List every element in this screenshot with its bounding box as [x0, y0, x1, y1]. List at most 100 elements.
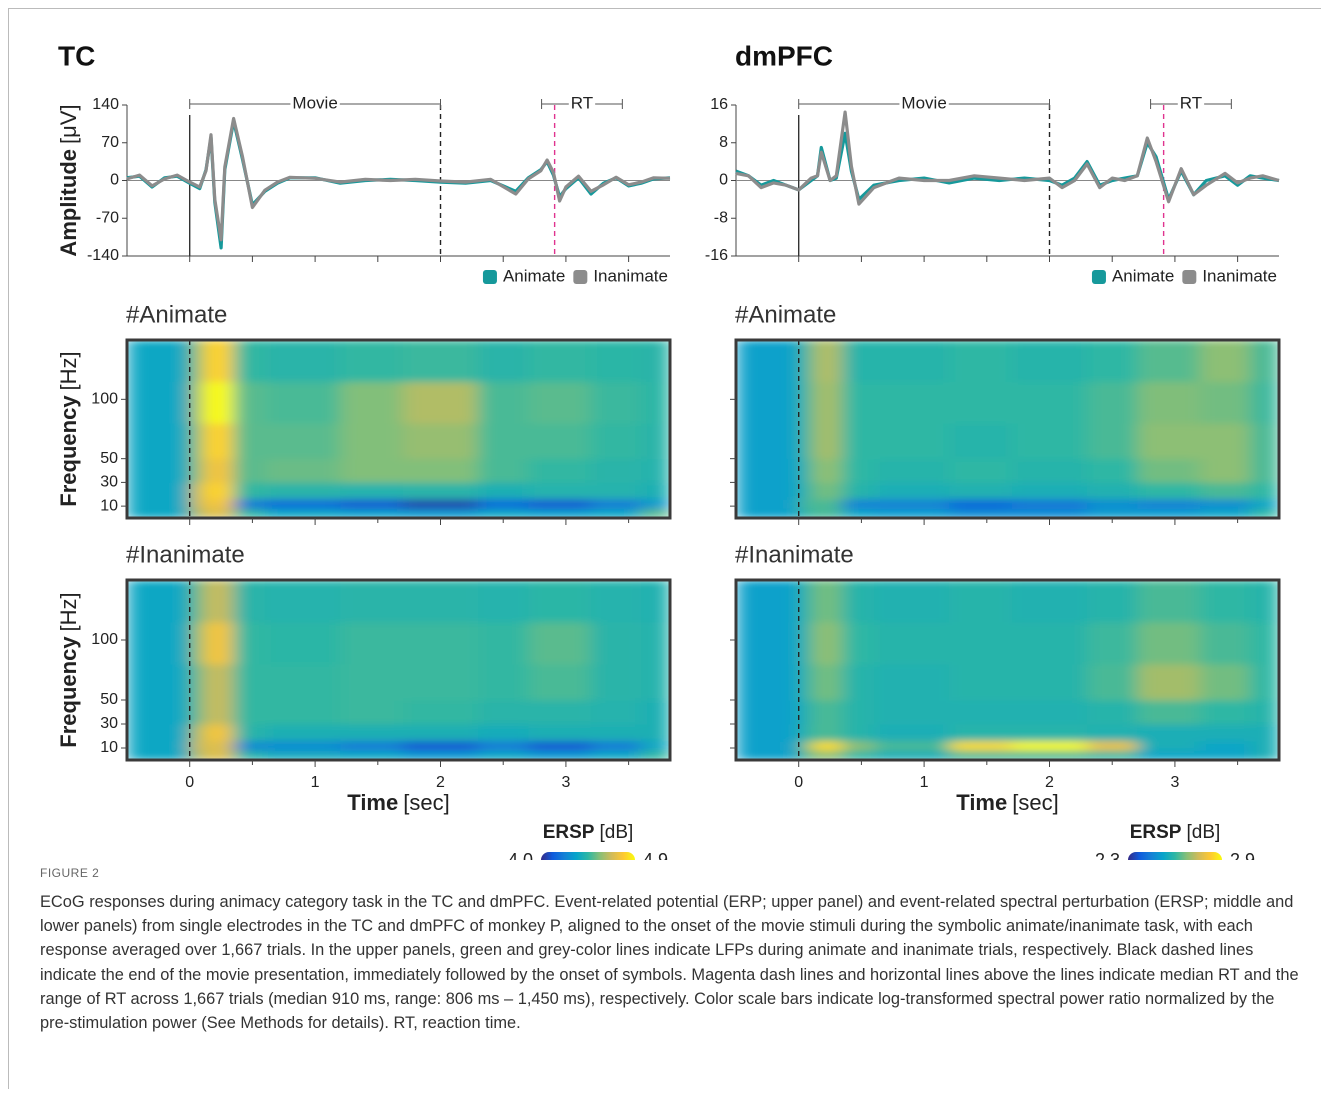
heatmap	[736, 580, 1279, 760]
heatmap-cell	[811, 750, 844, 760]
heatmap-cell	[1250, 340, 1279, 383]
heatmap-cell	[1011, 580, 1088, 623]
heatmap-cell	[842, 508, 875, 518]
heatmap-cell	[811, 482, 844, 500]
erp-line	[126, 119, 671, 250]
heatmap-cell	[478, 700, 529, 725]
heatmap-cell	[264, 622, 341, 665]
panel-subtitle: #Inanimate	[126, 541, 245, 568]
heatmap-cell	[949, 700, 1013, 725]
panel-subtitle: #Inanimate	[735, 541, 854, 568]
heatmap-border	[734, 578, 1281, 762]
heatmap-cell	[402, 499, 479, 510]
heatmap	[736, 340, 1279, 518]
heatmap-cell	[528, 750, 592, 760]
heatmap-cell	[641, 740, 670, 751]
heatmap-cell	[590, 508, 642, 518]
heatmap-cell	[811, 740, 844, 751]
heatmap-border	[125, 578, 672, 762]
heatmap-cell	[798, 381, 812, 424]
heatmap-cell	[590, 700, 642, 725]
heatmap-cell	[478, 724, 529, 742]
heatmap-cell	[402, 750, 479, 760]
heatmap-cell	[528, 740, 592, 751]
heatmap-cell	[1137, 622, 1201, 665]
heatmap-cell	[233, 482, 266, 500]
heatmap-cell	[402, 622, 479, 665]
heatmap-cell	[340, 458, 404, 483]
heatmap-cell	[340, 664, 404, 701]
heatmap-cell	[264, 700, 341, 725]
heatmap-cell	[233, 423, 266, 460]
heatmap-cell	[873, 740, 950, 751]
heatmap-cell	[811, 700, 844, 725]
heatmap-cell	[1087, 458, 1138, 483]
heatmap-cell	[842, 381, 875, 424]
heatmap-cell	[842, 700, 875, 725]
y-tick-label: 10	[100, 739, 118, 756]
heatmap-cell	[1199, 724, 1251, 742]
heatmap-cell	[1199, 750, 1251, 760]
colorbar-label-unit: [dB]	[1186, 822, 1220, 843]
heatmap-cell	[528, 700, 592, 725]
heatmap-cell	[233, 622, 266, 665]
heatmap-cell	[811, 499, 844, 510]
heatmap-cell	[798, 622, 812, 665]
heatmap-cell	[1250, 622, 1279, 665]
heatmap-cell	[949, 508, 1013, 518]
heatmap-cell	[202, 750, 235, 760]
heatmap-cell	[736, 508, 800, 518]
heatmap-cell	[590, 664, 642, 701]
heatmap-cell	[402, 580, 479, 623]
heatmap-cell	[127, 740, 191, 751]
x-axis-label-unit: [sec]	[1012, 790, 1058, 815]
heatmap-cell	[202, 423, 235, 460]
heatmap-cell	[127, 508, 191, 518]
heatmap-cell	[1087, 423, 1138, 460]
heatmap-cell	[1087, 381, 1138, 424]
heatmap-cell	[798, 508, 812, 518]
heatmap-cell	[1199, 622, 1251, 665]
heatmap-cell	[736, 750, 800, 760]
colorbar	[541, 852, 635, 860]
heatmap-cell	[1011, 458, 1088, 483]
colorbar-label: ERSP [dB]	[1130, 822, 1221, 843]
heatmap-cell	[811, 580, 844, 623]
heatmap-cell	[1011, 508, 1088, 518]
heatmap-cell	[590, 458, 642, 483]
heatmap-cell	[189, 580, 203, 623]
heatmap-cell	[189, 740, 203, 751]
heatmap-cell	[1087, 580, 1138, 623]
heatmap-cell	[340, 499, 404, 510]
heatmap-cell	[842, 750, 875, 760]
y-tick-label: 0	[719, 172, 728, 189]
y-axis-label-name: Amplitude	[56, 149, 81, 257]
heatmap-cell	[1087, 508, 1138, 518]
heatmap-cell	[127, 750, 191, 760]
y-tick-label: -8	[714, 209, 728, 226]
heatmap-cell	[590, 580, 642, 623]
heatmap-cell	[590, 740, 642, 751]
erp-line	[126, 116, 671, 242]
heatmap-cell	[528, 482, 592, 500]
y-tick-label: -140	[87, 247, 119, 264]
y-tick-label: -70	[96, 209, 119, 226]
heatmap-cell	[1137, 740, 1201, 751]
heatmap-cell	[842, 740, 875, 751]
heatmap-cell	[736, 499, 800, 510]
legend-label: Inanimate	[1202, 266, 1277, 285]
figure-frame	[8, 8, 1321, 1089]
heatmap-cell	[798, 750, 812, 760]
colorbar	[1128, 852, 1222, 860]
heatmap-cell	[189, 499, 203, 510]
heatmap-cell	[873, 458, 950, 483]
heatmap-cell	[811, 724, 844, 742]
heatmap-cell	[1137, 580, 1201, 623]
heatmap-cell	[478, 340, 529, 383]
heatmap-cell	[1011, 340, 1088, 383]
heatmap-cell	[798, 700, 812, 725]
x-axis-label: Time [sec]	[347, 790, 449, 815]
heatmap-cell	[340, 482, 404, 500]
heatmap-cell	[127, 622, 191, 665]
heatmap-cell	[641, 458, 670, 483]
